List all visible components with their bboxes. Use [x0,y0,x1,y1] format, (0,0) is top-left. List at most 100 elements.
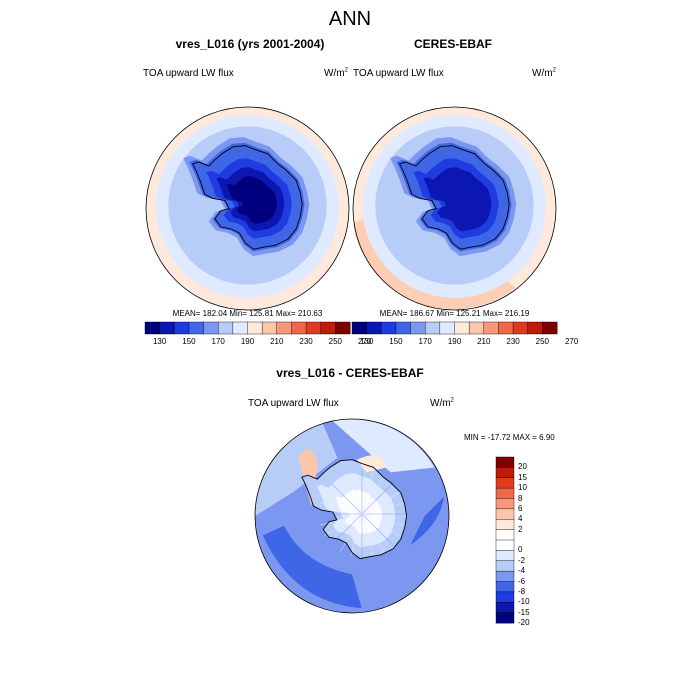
cbar-diff-swatch-0 [495,456,515,468]
cbar-model-swatch-0 [144,321,161,335]
cbar-obs-swatch-0 [351,321,368,335]
diff-patch-c [262,525,362,609]
cbar-diff-swatch-15 [495,612,515,624]
cbar-model-swatch-9 [276,321,292,335]
figure-title: ANN [328,8,372,30]
cbar-diff-swatch-2 [495,477,515,489]
cbar-diff-tick-label: -20 [518,618,530,627]
cbar-model-tick-label: 150 [182,337,196,346]
cbar-model-tick-label: 230 [299,337,313,346]
cbar-diff-swatch-7 [495,529,515,541]
cbar-diff-tick-label: 15 [518,472,527,482]
diff-streak-1 [361,513,405,526]
diff-streak-3 [361,513,394,546]
cbar-obs-swatch-3 [395,321,411,335]
cbar-model-tick-label: 190 [240,337,255,346]
obs-warm-band [353,218,516,309]
cbar-diff-swatch-10 [495,560,515,572]
colorbar-diff-labels: 20 15 10 8 6 4 2 0 -2 -4 -6 -8 -10 -15 -20 [518,457,548,627]
cbar-obs-tick-label: 130 [359,337,374,346]
cbar-diff-tick-label: -6 [518,576,526,586]
diff-streak-23 [361,502,405,515]
diff-warm-plateau [356,455,386,473]
cbar-model-swatch-6 [232,321,248,335]
cbar-diff-swatch-6 [495,519,515,531]
panel-model-title: vres_L016 (yrs 2001-2004) [175,37,325,51]
obs-contour-6 [443,185,477,217]
cbar-obs-tick-label: 150 [389,337,403,346]
diff-title: vres_L016 - CERES-EBAF [276,366,424,380]
cbar-model-swatch-4 [203,321,219,335]
cbar-obs-tick-label: 210 [477,337,491,346]
diff-streak-22 [361,491,400,515]
cbar-diff-tick-label: 8 [518,493,523,503]
diff-patch-b [332,419,435,473]
diff-streak-16 [339,476,363,515]
cbar-diff-swatch-14 [495,602,515,614]
diff-streak-2 [361,513,400,537]
cbar-obs-tick-label: 270 [564,337,579,346]
map-diff-polar [254,418,450,614]
panel-model-left-label: TOA upward LW flux [143,68,234,79]
cbar-diff-swatch-11 [495,570,515,582]
diff-streak-8 [339,513,363,552]
cbar-obs-swatch-10 [498,321,514,335]
cbar-model-swatch-10 [291,321,307,335]
cbar-model-swatch-2 [174,321,190,335]
cbar-obs-swatch-9 [483,321,499,335]
cbar-model-tick-label: 130 [152,337,167,346]
cbar-diff-swatch-5 [495,508,515,520]
cbar-diff-tick-label: -10 [518,597,530,607]
diff-patch-a [255,423,338,516]
cbar-obs-tick-label: 170 [418,337,432,346]
cbar-obs-tick-label: 250 [535,337,550,346]
diff-coastline [301,459,408,560]
panel-obs-left-label: TOA upward LW flux [353,68,444,79]
cbar-diff-tick-label: -4 [518,566,526,576]
cbar-diff-swatch-3 [495,487,515,499]
cbar-diff-swatch-4 [495,498,515,510]
diff-streak-10 [324,513,363,537]
cbar-diff-swatch-13 [495,591,515,603]
diff-streak-7 [350,513,363,557]
colorbar-model [144,321,351,335]
cbar-diff-tick-label: -2 [518,555,526,565]
cbar-model-swatch-5 [218,321,234,335]
cbar-model-tick-label: 170 [211,337,225,346]
model-contour-6 [236,185,270,217]
panel-obs-title: CERES-EBAF [413,37,492,51]
cbar-diff-tick-label: 6 [518,503,523,513]
colorbar-model-labels: 130 150 170 190 210 230 250 270 [145,337,371,349]
diff-streak-19 [361,471,374,515]
cbar-diff-tick-label: 2 [518,524,523,534]
cbar-obs-swatch-1 [366,321,382,335]
diff-streak-15 [330,482,363,515]
cbar-diff-swatch-9 [495,550,515,562]
cbar-diff-tick-label: 10 [518,483,527,493]
diff-streak-5 [361,513,374,557]
cbar-diff-tick-label: -8 [518,586,526,596]
cbar-model-swatch-8 [261,321,278,335]
diff-streak-17 [350,471,363,515]
cbar-model-tick-label: 270 [357,337,372,346]
cbar-obs-tick-label: 190 [447,337,462,346]
cbar-diff-tick-label: -15 [518,607,530,617]
cbar-obs-swatch-5 [425,321,441,335]
colorbar-diff [495,456,515,624]
cbar-diff-swatch-12 [495,581,515,593]
diff-streak-14 [324,491,363,515]
cbar-diff-tick-label: 20 [518,462,527,472]
cbar-obs-swatch-2 [381,321,397,335]
cbar-obs-swatch-6 [439,321,455,335]
cbar-diff-swatch-1 [495,467,515,479]
cbar-diff-tick-label: 4 [518,514,523,524]
diff-units: W/m2 [430,397,454,409]
cbar-obs-swatch-8 [468,321,485,335]
diff-map-border [254,418,450,614]
cbar-model-tick-label: 250 [328,337,343,346]
cbar-model-swatch-11 [305,321,322,335]
cbar-model-swatch-7 [247,321,263,335]
cbar-model-swatch-12 [320,321,336,335]
cbar-model-tick-label: 210 [270,337,284,346]
cbar-obs-swatch-12 [527,321,543,335]
